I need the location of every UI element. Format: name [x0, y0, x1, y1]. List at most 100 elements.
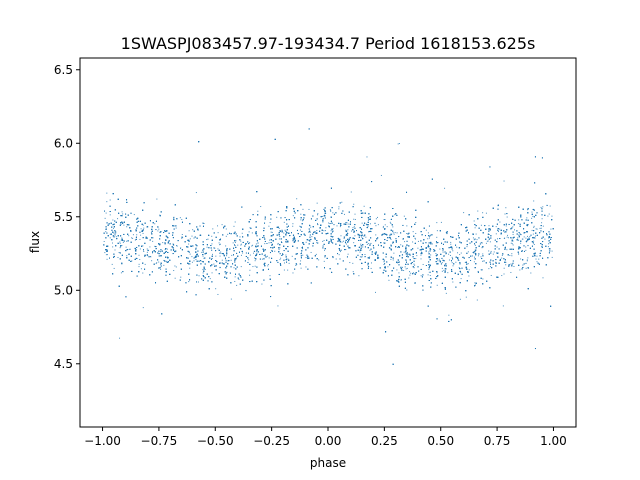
data-point	[285, 235, 287, 237]
data-point	[364, 254, 366, 255]
data-point	[383, 264, 385, 266]
data-point	[474, 282, 476, 284]
data-point	[219, 255, 221, 257]
data-point	[328, 222, 330, 224]
data-point	[460, 278, 462, 280]
data-point	[329, 209, 331, 211]
data-point	[502, 305, 504, 307]
data-point	[467, 263, 469, 265]
data-point	[489, 237, 491, 239]
data-point	[160, 268, 162, 270]
data-point	[352, 262, 354, 264]
data-point	[301, 220, 303, 222]
data-point	[117, 256, 119, 258]
data-point	[425, 229, 427, 231]
data-point	[316, 202, 318, 204]
data-point	[211, 249, 213, 251]
data-point	[381, 234, 383, 236]
data-point	[299, 229, 301, 231]
data-point	[271, 231, 273, 233]
data-point	[444, 251, 446, 253]
data-point	[376, 216, 378, 218]
data-point	[175, 227, 177, 229]
data-point	[145, 254, 147, 256]
data-point	[105, 212, 107, 214]
data-point	[370, 262, 372, 264]
data-point	[477, 270, 479, 272]
data-point	[281, 253, 283, 255]
data-point	[292, 223, 294, 225]
data-point	[403, 270, 405, 272]
data-point	[143, 251, 145, 253]
data-point	[173, 270, 175, 272]
data-point	[278, 238, 280, 240]
data-point	[280, 257, 282, 259]
data-point	[398, 261, 400, 263]
data-point	[500, 233, 502, 235]
data-point	[209, 278, 211, 280]
data-point	[542, 225, 544, 227]
data-point	[360, 243, 362, 245]
data-point	[211, 272, 213, 274]
data-point	[402, 238, 404, 240]
data-point	[279, 247, 281, 249]
data-point	[394, 214, 396, 216]
data-point	[496, 252, 498, 254]
data-point	[417, 240, 419, 242]
data-point	[322, 221, 324, 223]
data-point	[238, 278, 240, 280]
data-point	[382, 227, 384, 229]
data-point	[405, 259, 407, 261]
data-point	[366, 243, 368, 245]
data-point	[488, 225, 490, 227]
data-point	[390, 222, 392, 224]
data-point	[156, 262, 158, 264]
data-point	[237, 244, 239, 246]
data-point	[460, 272, 462, 274]
data-point	[227, 233, 229, 235]
data-point	[114, 249, 116, 251]
data-point	[536, 261, 538, 263]
data-point	[473, 239, 475, 241]
data-point	[541, 246, 543, 248]
data-point	[301, 252, 302, 254]
data-point	[365, 223, 367, 225]
data-point	[339, 240, 341, 242]
data-point	[223, 226, 225, 228]
data-point	[310, 226, 312, 228]
data-point	[338, 206, 340, 208]
data-point	[409, 274, 411, 276]
data-point	[359, 256, 361, 258]
data-point	[369, 256, 371, 258]
data-point	[496, 246, 498, 248]
data-point	[240, 243, 242, 245]
data-point	[367, 257, 369, 259]
data-point	[167, 257, 169, 259]
data-point	[279, 259, 281, 261]
data-point	[499, 228, 501, 230]
data-point	[278, 249, 280, 251]
data-point	[503, 267, 505, 269]
data-point	[126, 226, 128, 228]
data-point	[503, 180, 505, 182]
data-point	[158, 261, 160, 263]
data-point	[422, 263, 424, 265]
data-point	[375, 291, 376, 293]
data-point	[188, 230, 190, 232]
data-point	[111, 263, 113, 265]
data-point	[409, 254, 411, 256]
data-point	[142, 245, 144, 247]
data-point	[367, 219, 369, 221]
data-point	[464, 261, 466, 263]
data-point	[136, 234, 138, 236]
data-point	[121, 245, 123, 247]
data-point	[139, 259, 141, 261]
data-point	[270, 231, 272, 233]
data-point	[345, 229, 347, 231]
data-point	[504, 237, 506, 239]
data-point	[518, 236, 520, 238]
data-point	[198, 275, 200, 277]
data-point	[132, 234, 134, 236]
data-point	[534, 237, 536, 239]
data-point	[239, 236, 241, 238]
